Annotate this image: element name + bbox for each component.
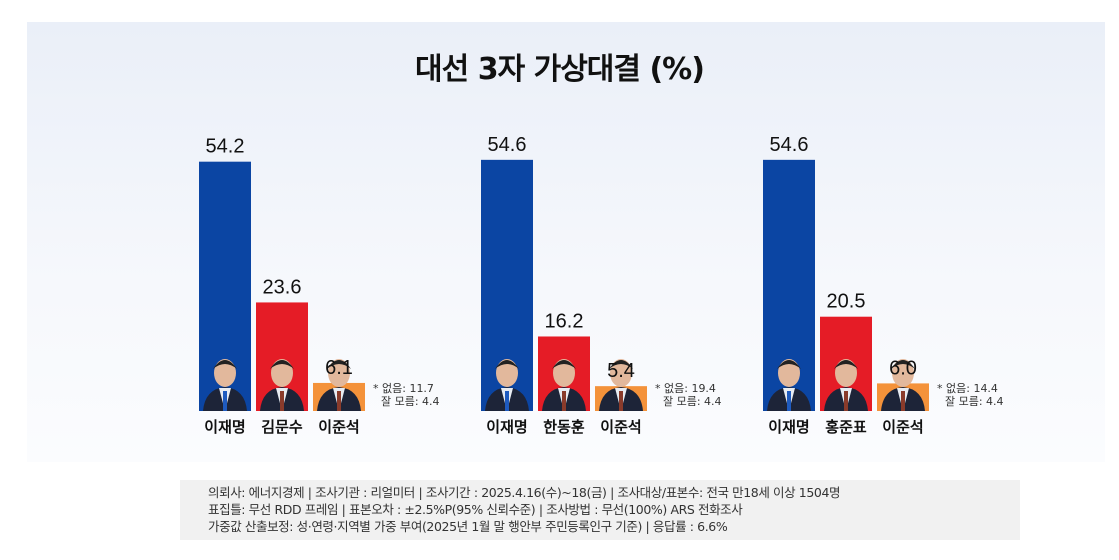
candidate-photo-face (835, 359, 857, 387)
value-label: 23.6 (263, 276, 302, 298)
candidate-photo-face (610, 359, 632, 387)
candidate-name: 김문수 (261, 418, 303, 436)
value-label: 54.2 (206, 136, 245, 158)
value-label: 16.2 (545, 310, 584, 332)
candidate-photo-tie (901, 391, 905, 411)
candidate-name: 이재명 (768, 418, 809, 436)
note-label: 잘 모름: 4.4 (381, 395, 440, 408)
candidate-photo-hair (270, 360, 294, 369)
candidate-photo-tie (280, 391, 284, 411)
candidate-photo-tie (787, 391, 791, 411)
note-label: * 없음: 19.4 (655, 382, 716, 395)
value-label: 6.0 (889, 357, 917, 379)
candidate-photo-face (553, 359, 575, 387)
candidate-photo-hair (777, 360, 801, 369)
candidate-name: 이준석 (318, 418, 359, 436)
candidate-photo-hair (213, 360, 237, 369)
candidate-name: 한동훈 (543, 418, 585, 436)
candidate-photo-face (496, 359, 518, 387)
footer-line: 표집틀: 무선 RDD 프레임 | 표본오차 : ±2.5%P(95% 신뢰수준… (208, 502, 743, 517)
candidate-photo-tie (505, 391, 509, 411)
candidate-photo-tie (844, 391, 848, 411)
candidate-photo-hair (327, 360, 351, 369)
candidate-photo-face (271, 359, 293, 387)
note-label: 잘 모름: 4.4 (945, 395, 1004, 408)
value-label: 54.6 (770, 134, 809, 156)
footer-line: 가중값 산출보정: 성·연령·지역별 가중 부여(2025년 1월 말 행안부 … (208, 519, 728, 534)
note-label: * 없음: 14.4 (937, 382, 998, 395)
candidate-photo-tie (562, 391, 566, 411)
value-label: 54.6 (488, 134, 527, 156)
candidate-name: 이재명 (204, 418, 245, 436)
survey-footer: 의뢰사: 에너지경제 | 조사기관 : 리얼미터 | 조사기간 : 2025.4… (180, 480, 1020, 540)
note-label: 잘 모름: 4.4 (663, 395, 722, 408)
candidate-name: 이재명 (486, 418, 527, 436)
candidate-name: 이준석 (600, 418, 641, 436)
chart-title: 대선 3자 가상대결 (%) (415, 52, 705, 87)
candidate-photo-hair (495, 360, 519, 369)
value-label: 5.4 (607, 360, 635, 382)
candidate-photo-face (778, 359, 800, 387)
candidate-name: 이준석 (882, 418, 923, 436)
candidate-photo-hair (552, 360, 576, 369)
candidate-photo-face (892, 359, 914, 387)
value-label: 6.1 (325, 357, 353, 379)
candidate-photo-tie (337, 391, 341, 411)
candidate-photo-face (214, 359, 236, 387)
footer-line: 의뢰사: 에너지경제 | 조사기관 : 리얼미터 | 조사기간 : 2025.4… (208, 485, 841, 500)
candidate-name: 홍준표 (825, 418, 867, 436)
note-label: * 없음: 11.7 (373, 382, 434, 395)
candidate-photo-hair (609, 360, 633, 369)
value-label: 20.5 (827, 291, 866, 313)
candidate-photo-tie (223, 391, 227, 411)
candidate-photo-face (328, 359, 350, 387)
candidate-photo-hair (834, 360, 858, 369)
candidate-photo-hair (891, 360, 915, 369)
candidate-photo-tie (619, 391, 623, 411)
